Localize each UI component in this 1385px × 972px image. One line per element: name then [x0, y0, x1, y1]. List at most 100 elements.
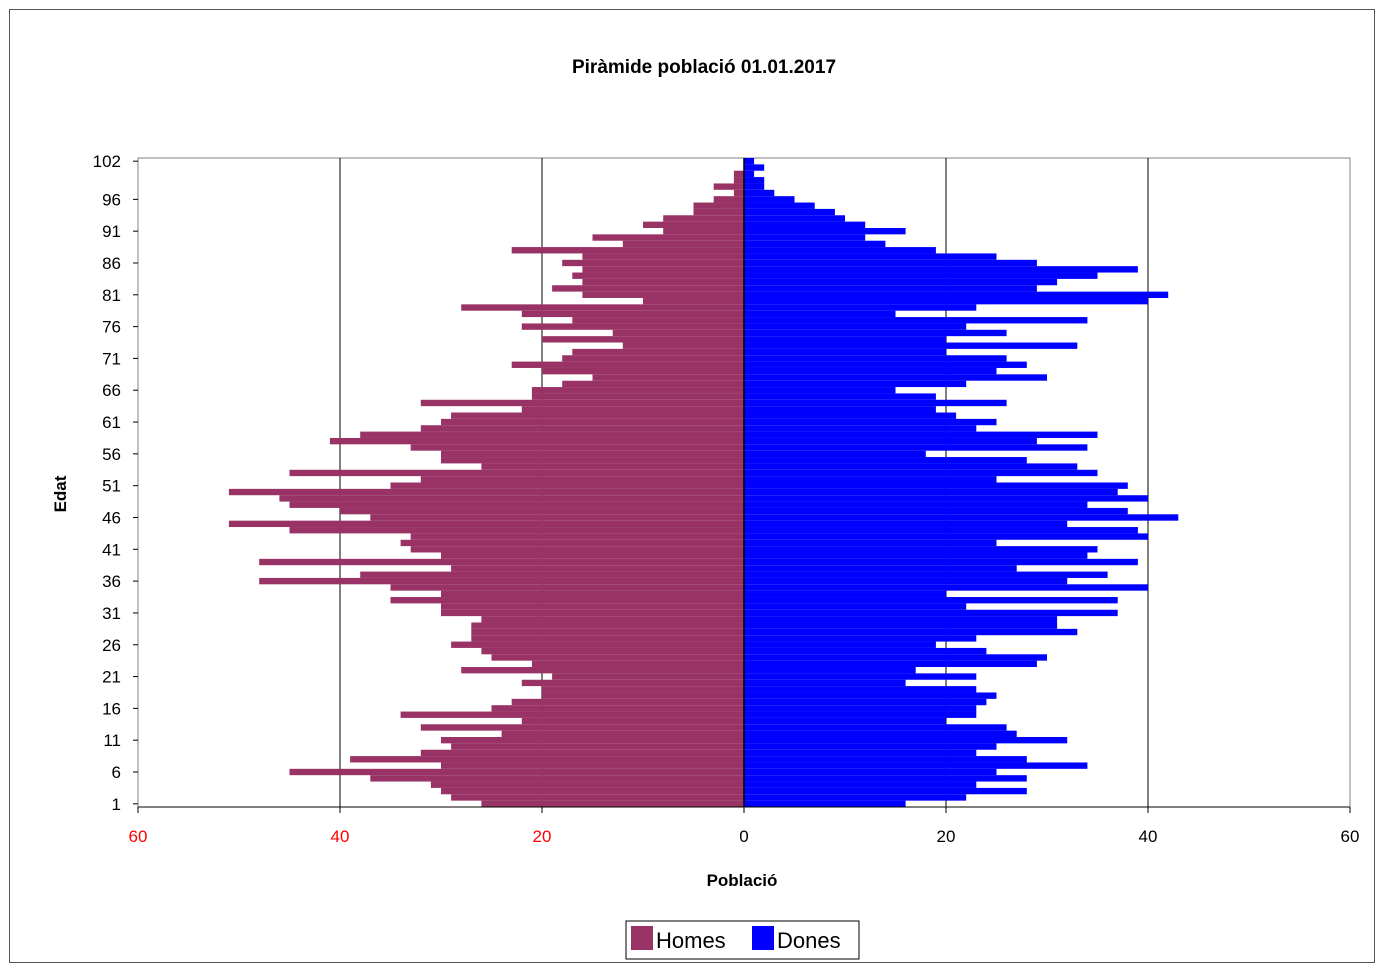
- bar-dones: [744, 495, 1148, 502]
- bar-homes: [430, 781, 744, 788]
- bar-homes: [713, 183, 744, 190]
- bar-dones: [744, 189, 775, 197]
- bar-dones: [744, 196, 795, 203]
- bar-dones: [744, 635, 977, 642]
- bar-dones: [744, 317, 1088, 324]
- y-tick-label: 31: [102, 604, 121, 623]
- bar-dones: [744, 730, 1017, 738]
- legend-swatch-dones: [752, 926, 774, 950]
- legend-swatch-homes: [631, 926, 653, 950]
- bar-dones: [744, 463, 1078, 470]
- bar-dones: [744, 667, 916, 674]
- bar-dones: [744, 558, 1138, 566]
- bar-homes: [733, 189, 744, 197]
- bar-dones: [744, 469, 1098, 477]
- bar-dones: [744, 285, 1037, 292]
- bar-homes: [663, 215, 744, 222]
- bar-dones: [744, 336, 946, 343]
- bar-homes: [390, 584, 744, 591]
- bar-homes: [289, 469, 744, 477]
- bar-homes: [441, 418, 744, 426]
- bar-dones: [744, 227, 906, 235]
- bar-dones: [744, 361, 1027, 368]
- bar-dones: [744, 527, 1138, 534]
- bar-homes: [562, 355, 744, 362]
- bar-homes: [481, 800, 744, 807]
- bar-dones: [744, 622, 1058, 629]
- y-tick-label: 1: [112, 795, 121, 814]
- bar-homes: [451, 565, 744, 572]
- bar-homes: [693, 202, 744, 209]
- bar-dones: [744, 272, 1098, 279]
- bar-dones: [744, 278, 1058, 286]
- bar-dones: [744, 514, 1179, 521]
- bar-dones: [744, 253, 997, 260]
- bar-dones: [744, 399, 1007, 407]
- bar-homes: [360, 571, 744, 578]
- bar-dones: [744, 247, 936, 254]
- bar-dones: [744, 590, 946, 598]
- bar-dones: [744, 215, 845, 222]
- y-tick-label: 56: [102, 445, 121, 464]
- bar-homes: [582, 278, 744, 286]
- bar-homes: [592, 234, 744, 241]
- bar-homes: [542, 367, 744, 375]
- bar-homes: [582, 291, 744, 298]
- bar-dones: [744, 794, 967, 801]
- population-pyramid-chart: Piràmide població 01.01.2017 60 40 20 0 20 40…: [51, 57, 1360, 960]
- bar-homes: [289, 501, 744, 508]
- bar-dones: [744, 177, 765, 184]
- bar-dones: [744, 393, 936, 400]
- bar-homes: [491, 654, 744, 661]
- bar-homes: [461, 667, 744, 674]
- bar-homes: [289, 527, 744, 534]
- bar-dones: [744, 304, 977, 311]
- y-tick-label: 86: [102, 254, 121, 273]
- bar-dones: [744, 431, 1098, 438]
- bar-dones: [744, 647, 987, 655]
- bar-homes: [713, 196, 744, 203]
- axis-layer: 60 40 20 0 20 40 60102969186817671666156514641…: [93, 152, 1360, 846]
- bar-homes: [521, 406, 744, 413]
- bar-dones: [744, 756, 1027, 763]
- bar-dones: [744, 342, 1078, 349]
- bar-dones: [744, 310, 896, 318]
- bar-homes: [451, 743, 744, 750]
- x-tick-label: 20: [937, 827, 956, 846]
- bar-homes: [572, 348, 744, 356]
- bar-homes: [279, 495, 744, 502]
- bar-dones: [744, 584, 1148, 591]
- bar-homes: [441, 457, 744, 464]
- bar-dones: [744, 450, 926, 458]
- bar-homes: [400, 539, 744, 547]
- bar-homes: [622, 240, 744, 248]
- bar-dones: [744, 266, 1138, 273]
- x-tick-label: 60: [129, 827, 148, 846]
- bar-homes: [441, 450, 744, 458]
- y-tick-label: 102: [93, 152, 121, 171]
- bar-dones: [744, 355, 1007, 362]
- bar-homes: [461, 304, 744, 311]
- x-tick-label: 40: [1139, 827, 1158, 846]
- y-tick-label: 51: [102, 477, 121, 496]
- bar-dones: [744, 348, 946, 356]
- chart-title: Piràmide població 01.01.2017: [572, 57, 836, 78]
- bar-homes: [228, 520, 744, 528]
- bar-dones: [744, 221, 866, 228]
- bar-homes: [521, 310, 744, 318]
- y-tick-label: 16: [102, 699, 121, 718]
- bar-homes: [521, 717, 744, 725]
- bar-homes: [350, 756, 744, 763]
- bar-homes: [259, 577, 744, 585]
- bar-homes: [521, 679, 744, 687]
- bar-dones: [744, 482, 1128, 489]
- bar-dones: [744, 297, 1148, 305]
- bar-homes: [622, 342, 744, 349]
- y-tick-label: 46: [102, 508, 121, 527]
- bar-dones: [744, 374, 1047, 381]
- y-tick-label: 26: [102, 636, 121, 655]
- bar-homes: [612, 329, 744, 337]
- bar-homes: [370, 514, 744, 521]
- bar-dones: [744, 158, 755, 165]
- bar-homes: [441, 609, 744, 617]
